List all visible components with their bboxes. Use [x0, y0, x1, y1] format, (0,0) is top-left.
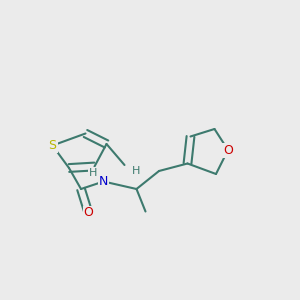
Text: S: S — [49, 139, 56, 152]
Text: O: O — [223, 143, 233, 157]
Text: H: H — [132, 166, 141, 176]
Text: O: O — [84, 206, 93, 220]
Text: N: N — [99, 175, 108, 188]
Text: H: H — [89, 167, 97, 178]
